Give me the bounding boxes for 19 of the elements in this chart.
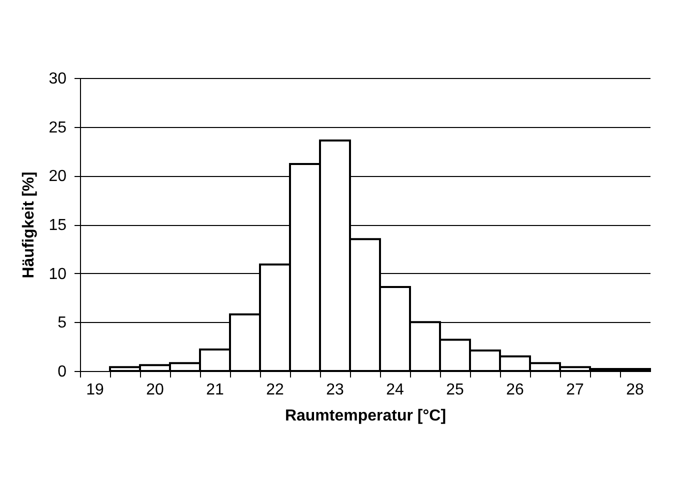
y-tick-label: 0 <box>58 364 67 380</box>
x-tick-label: 24 <box>386 382 404 398</box>
x-tick-label: 23 <box>326 382 344 398</box>
x-tick-label: 28 <box>626 382 644 398</box>
y-tick-label: 10 <box>48 266 67 283</box>
x-tick-label: 26 <box>506 382 524 398</box>
x-tick-label: 25 <box>446 382 464 398</box>
x-axis-title: Raumtemperatur [°C] <box>284 408 446 424</box>
x-tick-label: 22 <box>266 382 284 398</box>
y-tick-label: 5 <box>58 314 67 332</box>
y-tick-label: 20 <box>48 168 67 186</box>
y-tick-label: 15 <box>48 217 67 234</box>
y-tick-label: 25 <box>48 119 67 136</box>
y-tick-label: 30 <box>48 70 67 88</box>
x-tick-label: 21 <box>206 382 224 398</box>
x-tick-label: 20 <box>146 382 164 398</box>
x-tick-label: 27 <box>566 382 584 398</box>
y-axis-title: Häufigkeit [%] <box>20 172 38 278</box>
x-tick-label: 19 <box>86 382 104 398</box>
